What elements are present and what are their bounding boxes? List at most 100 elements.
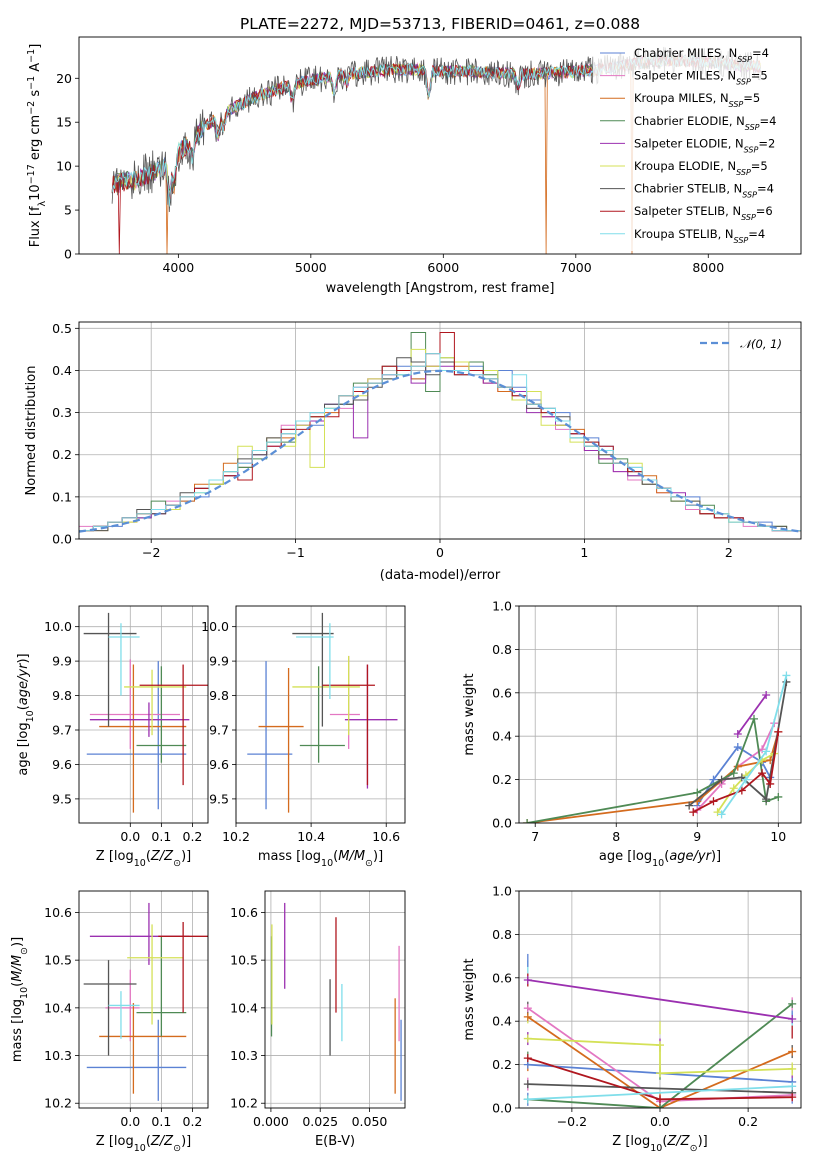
panel-3: 0.0 0.1 0.2 9.5 9.6 9.7 9.8 9.9 10.0 Z [log10(Z/Z…: [16, 605, 209, 869]
y-axis-label: mass [log10(M/M⊙)]: [10, 937, 30, 1062]
plot-area: [270, 902, 402, 1101]
series-salpeter-stelib: [692, 731, 780, 813]
y-tick-label: 9.8: [209, 688, 229, 703]
plus-marker: [741, 775, 750, 784]
plus-marker: [750, 714, 758, 723]
y-tick-label: 10.4: [230, 1000, 258, 1015]
y-tick-label: 0.6: [492, 685, 512, 700]
plus-marker: [689, 808, 698, 817]
y-tick-label: 10.2: [230, 1096, 258, 1111]
x-tick-label: 0.0: [650, 1114, 670, 1129]
x-tick-label: 0: [436, 545, 444, 560]
x-tick-label: 10.4: [297, 829, 325, 844]
grid-lines: [235, 606, 405, 823]
x-tick-label: 1: [580, 545, 588, 560]
x-tick-label: 0.050: [352, 1114, 388, 1129]
panel-7: 0.000 0.025 0.050 10.2 10.3 10.4 10.5 10.6 E(B-V…: [230, 890, 406, 1149]
series-salpeter-elodie: [737, 694, 767, 735]
y-tick-label: 10.0: [201, 619, 229, 634]
plus-marker: [737, 773, 746, 782]
x-axis-label: Z [log10(Z/Z⊙)]: [96, 849, 191, 869]
x-tick-label: 0.025: [302, 1114, 338, 1129]
panel-1: 4000 5000 6000 7000 8000 0 5 10 15 20 wavelength […: [26, 36, 802, 296]
y-tick-label: 9.6: [52, 757, 72, 772]
plus-marker: [733, 743, 742, 752]
plus-marker: [656, 1041, 664, 1050]
plus-marker: [766, 779, 775, 788]
plus-marker: [758, 769, 767, 778]
panel-2: −2 −1 0 1 2 0.0 0.1 0.2 0.3 0.4 0.5 (data-model)/er…: [24, 321, 802, 583]
y-tick-label: 9.6: [209, 757, 229, 772]
x-tick-label: 4000: [162, 260, 194, 275]
y-tick-label: 1.0: [492, 884, 512, 899]
x-tick-label: 0.000: [253, 1114, 289, 1129]
plot-area: [111, 46, 762, 254]
legend-label: 𝒩(0, 1): [740, 337, 782, 351]
x-tick-label: −0.2: [557, 1114, 587, 1129]
x-tick-label: 10.6: [372, 829, 400, 844]
y-tick-label: 10: [56, 159, 72, 174]
axes: 0.0 0.1 0.2 9.5 9.6 9.7 9.8 9.9 10.0 Z [log10(Z/Z…: [16, 605, 209, 869]
plus-marker: [709, 797, 718, 806]
y-tick-label: 10.6: [230, 905, 258, 920]
plus-marker: [788, 1047, 797, 1056]
x-axis-label: mass [log10(M/M⊙)]: [258, 849, 383, 869]
plot-area: [523, 671, 791, 823]
plus-marker: [774, 727, 783, 736]
axes: 0.000 0.025 0.050 10.2 10.3 10.4 10.5 10.6 E(B-V…: [230, 890, 406, 1149]
plus-marker: [762, 747, 771, 756]
y-tick-label: 9.7: [209, 723, 229, 738]
y-axis-label: Flux [fλ10−17 erg cm−2 s−1 A−1]: [26, 44, 48, 248]
x-axis-label: Z [log10(Z/Z⊙)]: [612, 1134, 707, 1154]
x-axis-label: age [log10(age/yr)]: [599, 849, 721, 869]
plus-marker: [788, 1082, 797, 1091]
y-tick-label: 9.8: [52, 688, 72, 703]
series-salpeter-elodie: [527, 979, 793, 1020]
y-tick-label: 9.5: [209, 791, 229, 806]
axes: 7 8 9 10 0.0 0.2 0.4 0.6 0.8 1.0 age [log10(age/yr…: [462, 599, 802, 869]
spectrum-title: PLATE=2272, MJD=53713, FIBERID=0461, z=0…: [240, 15, 640, 33]
plus-marker: [523, 1012, 532, 1021]
axes-frame: [78, 36, 802, 255]
y-tick-label: 1.0: [492, 599, 512, 614]
histogram-kroupa-stelib: [79, 353, 801, 539]
plus-marker: [729, 784, 738, 793]
y-tick-label: 5: [64, 203, 72, 218]
grid-lines: [519, 605, 801, 824]
plus-marker: [523, 1080, 532, 1089]
x-tick-label: 9: [693, 829, 701, 844]
y-tick-label: 9.7: [52, 723, 72, 738]
y-tick-label: 10.6: [44, 905, 72, 920]
series-kroupa-elodie: [527, 1037, 793, 1075]
y-tick-label: 0.3: [52, 405, 72, 420]
x-tick-label: 0.2: [183, 1114, 203, 1129]
axes-frame: [235, 605, 406, 824]
y-tick-label: 0.8: [492, 927, 512, 942]
plus-marker: [523, 975, 532, 984]
y-tick-label: 0.5: [52, 321, 72, 336]
series-kroupa-stelib: [527, 1085, 793, 1101]
y-tick-label: 10.5: [44, 953, 72, 968]
y-tick-label: 10.0: [44, 619, 72, 634]
y-tick-label: 9.9: [52, 654, 72, 669]
plus-marker: [685, 801, 694, 810]
axes-frame: [518, 890, 802, 1109]
plus-marker: [762, 795, 771, 804]
plus-marker: [713, 808, 722, 817]
y-tick-label: 10.3: [44, 1048, 72, 1063]
x-tick-label: −1: [286, 545, 304, 560]
grid-lines: [79, 891, 208, 1108]
plot-area: [79, 332, 801, 539]
y-tick-label: 0.1: [52, 489, 72, 504]
panel-5: 7 8 9 10 0.0 0.2 0.4 0.6 0.8 1.0 age [log10(age/yr…: [462, 599, 802, 869]
plus-marker: [523, 819, 532, 823]
y-tick-label: 0.8: [492, 642, 512, 657]
plus-marker: [693, 788, 702, 797]
y-tick-label: 0.0: [52, 532, 72, 547]
series-chabrier-stelib: [527, 1083, 793, 1094]
y-tick-label: 0.0: [492, 1101, 512, 1116]
y-axis-label: mass weight: [462, 958, 477, 1040]
y-tick-label: 0.2: [492, 1057, 512, 1072]
plus-marker: [782, 671, 791, 680]
